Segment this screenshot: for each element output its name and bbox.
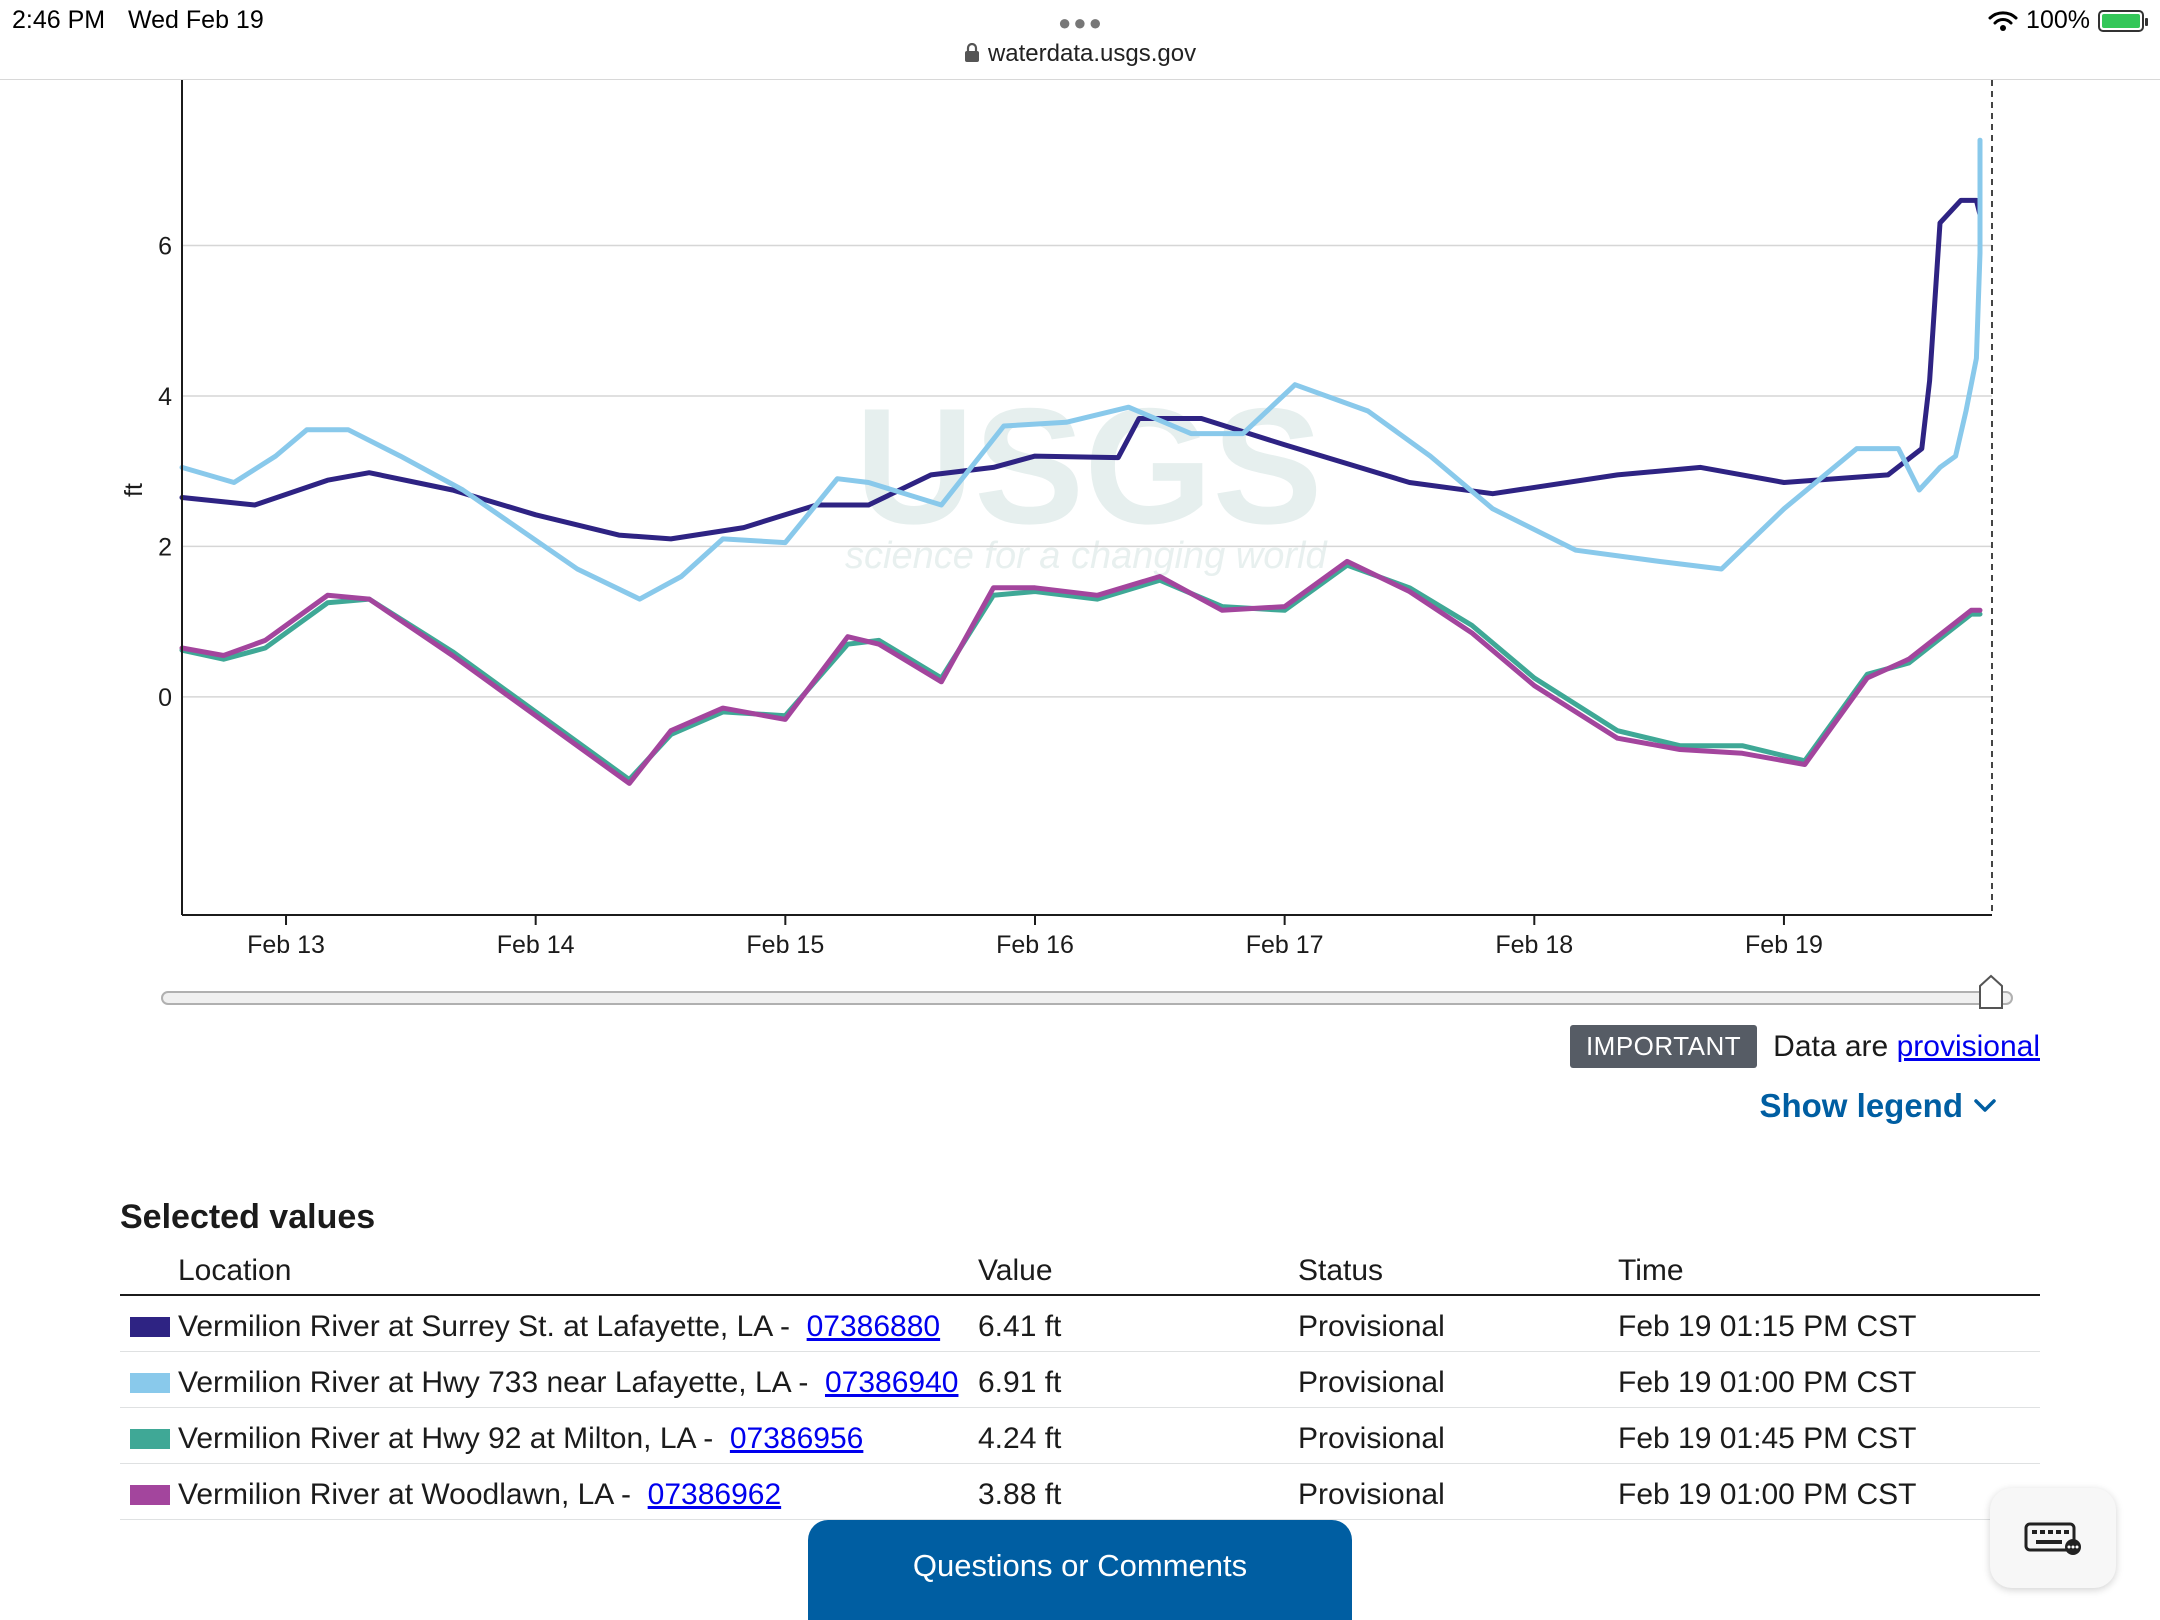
table-row: Vermilion River at Hwy 733 near Lafayett… xyxy=(120,1352,2040,1408)
url-text: waterdata.usgs.gov xyxy=(987,40,1197,67)
status-cell: Provisional xyxy=(1298,1366,1445,1399)
status-right: 100% xyxy=(1988,6,2148,35)
show-legend-button[interactable]: Show legend xyxy=(1759,1087,1997,1125)
address-bar[interactable]: waterdata.usgs.gov xyxy=(0,40,2160,68)
provisional-notice: IMPORTANT Data are provisional xyxy=(1569,1025,2040,1068)
value-cell: 6.91 ft xyxy=(978,1366,1062,1399)
status-cell: Provisional xyxy=(1298,1422,1445,1455)
time-cell: Feb 19 01:15 PM CST xyxy=(1618,1310,1917,1343)
x-tick-label: Feb 17 xyxy=(1246,931,1324,959)
questions-comments-button[interactable]: Questions or Comments xyxy=(808,1520,1352,1620)
time-cell: Feb 19 01:45 PM CST xyxy=(1618,1422,1917,1455)
status-cell: Provisional xyxy=(1298,1478,1445,1511)
header-time: Time xyxy=(1618,1254,1684,1287)
header-location: Location xyxy=(178,1254,292,1287)
series-swatch xyxy=(130,1317,170,1337)
table-header: Location Value Status Time xyxy=(120,1246,2040,1296)
brush-handle-icon[interactable] xyxy=(1979,974,2003,1009)
x-tick-label: Feb 15 xyxy=(746,931,824,959)
series-swatch xyxy=(130,1429,170,1449)
x-tick-label: Feb 14 xyxy=(497,931,575,959)
site-number-link[interactable]: 07386962 xyxy=(647,1478,782,1511)
x-tick-label: Feb 13 xyxy=(247,931,325,959)
y-tick-label: 6 xyxy=(158,232,172,260)
wifi-icon xyxy=(1988,10,2018,31)
location-name: Vermilion River at Hwy 92 at Milton, LA … xyxy=(178,1422,714,1455)
y-axis-label: ft xyxy=(120,483,148,497)
keyboard-button[interactable] xyxy=(1990,1488,2116,1588)
location-name: Vermilion River at Hwy 733 near Lafayett… xyxy=(178,1366,809,1399)
site-number-link[interactable]: 07386880 xyxy=(806,1310,941,1343)
x-tick-label: Feb 16 xyxy=(996,931,1074,959)
series-line xyxy=(179,197,1983,542)
y-tick-label: 4 xyxy=(158,383,172,411)
show-legend-label: Show legend xyxy=(1759,1087,1963,1124)
chart-grid xyxy=(182,244,1992,698)
chart-series xyxy=(179,137,1983,786)
hydrograph-chart: USGS science for a changing world 0 2 4 6 F… xyxy=(120,80,2013,1009)
provisional-text: Data are xyxy=(1773,1029,1889,1063)
header-status: Status xyxy=(1298,1254,1384,1287)
table-row: Vermilion River at Surrey St. at Lafayet… xyxy=(120,1296,2040,1352)
y-tick-label: 0 xyxy=(158,684,172,712)
value-cell: 4.24 ft xyxy=(978,1422,1062,1455)
table-body: Vermilion River at Surrey St. at Lafayet… xyxy=(120,1296,2040,1520)
site-number-link[interactable]: 07386940 xyxy=(824,1366,959,1399)
location-name: Vermilion River at Woodlawn, LA - xyxy=(178,1478,631,1511)
status-date: Wed Feb 19 xyxy=(128,6,264,34)
keyboard-icon xyxy=(2024,1522,2081,1555)
battery-percent: 100% xyxy=(2026,6,2090,34)
site-number-link[interactable]: 07386956 xyxy=(729,1422,864,1455)
y-tick-label: 2 xyxy=(158,533,172,561)
selected-values-title: Selected values xyxy=(120,1198,376,1236)
time-brush[interactable] xyxy=(161,974,2013,1009)
status-bar: 2:46 PM Wed Feb 19 ●●● waterdata.usgs.go… xyxy=(0,0,2160,80)
important-badge: IMPORTANT xyxy=(1569,1025,1758,1068)
table-row: Vermilion River at Hwy 92 at Milton, LA … xyxy=(120,1408,2040,1464)
time-cell: Feb 19 01:00 PM CST xyxy=(1618,1366,1917,1399)
series-line xyxy=(179,562,1983,783)
series-swatch xyxy=(130,1485,170,1505)
multitasking-dots-icon[interactable]: ●●● xyxy=(1058,10,1104,35)
x-axis-ticks: Feb 13 Feb 14 Feb 15 Feb 16 Feb 17 Feb 18 Feb … xyxy=(247,915,1823,959)
location-name: Vermilion River at Surrey St. at Lafayet… xyxy=(178,1310,790,1343)
header-value: Value xyxy=(978,1254,1053,1287)
series-line xyxy=(179,137,1983,602)
watermark-tagline: science for a changing world xyxy=(845,535,1328,577)
table-row: Vermilion River at Woodlawn, LA - 073869… xyxy=(120,1464,2040,1520)
value-cell: 6.41 ft xyxy=(978,1310,1062,1343)
series-line xyxy=(179,558,1983,786)
x-tick-label: Feb 18 xyxy=(1495,931,1573,959)
battery-icon xyxy=(2098,9,2148,32)
chevron-down-icon xyxy=(1974,1099,1996,1112)
time-cell: Feb 19 01:00 PM CST xyxy=(1618,1478,1917,1511)
provisional-link[interactable]: provisional xyxy=(1896,1029,2040,1063)
selected-values-table: Location Value Status Time Vermilion Riv… xyxy=(120,1246,2040,1520)
series-swatch xyxy=(130,1373,170,1393)
watermark-brand: USGS xyxy=(855,374,1323,558)
usgs-watermark: USGS science for a changing world xyxy=(845,374,1328,577)
status-cell: Provisional xyxy=(1298,1310,1445,1343)
lock-icon xyxy=(964,43,979,62)
x-tick-label: Feb 19 xyxy=(1745,931,1823,959)
value-cell: 3.88 ft xyxy=(978,1478,1062,1511)
y-axis-ticks: 0 2 4 6 xyxy=(158,232,172,711)
status-time: 2:46 PM xyxy=(12,6,106,34)
